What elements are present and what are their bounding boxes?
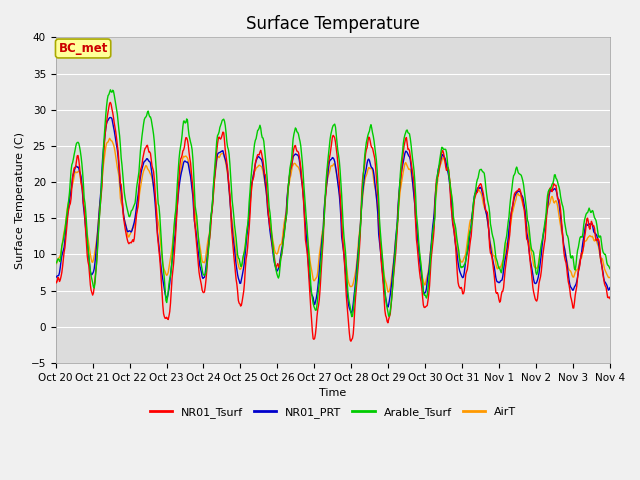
Text: BC_met: BC_met xyxy=(58,42,108,55)
Y-axis label: Surface Temperature (C): Surface Temperature (C) xyxy=(15,132,25,269)
X-axis label: Time: Time xyxy=(319,388,346,398)
Legend: NR01_Tsurf, NR01_PRT, Arable_Tsurf, AirT: NR01_Tsurf, NR01_PRT, Arable_Tsurf, AirT xyxy=(145,403,520,422)
Title: Surface Temperature: Surface Temperature xyxy=(246,15,420,33)
